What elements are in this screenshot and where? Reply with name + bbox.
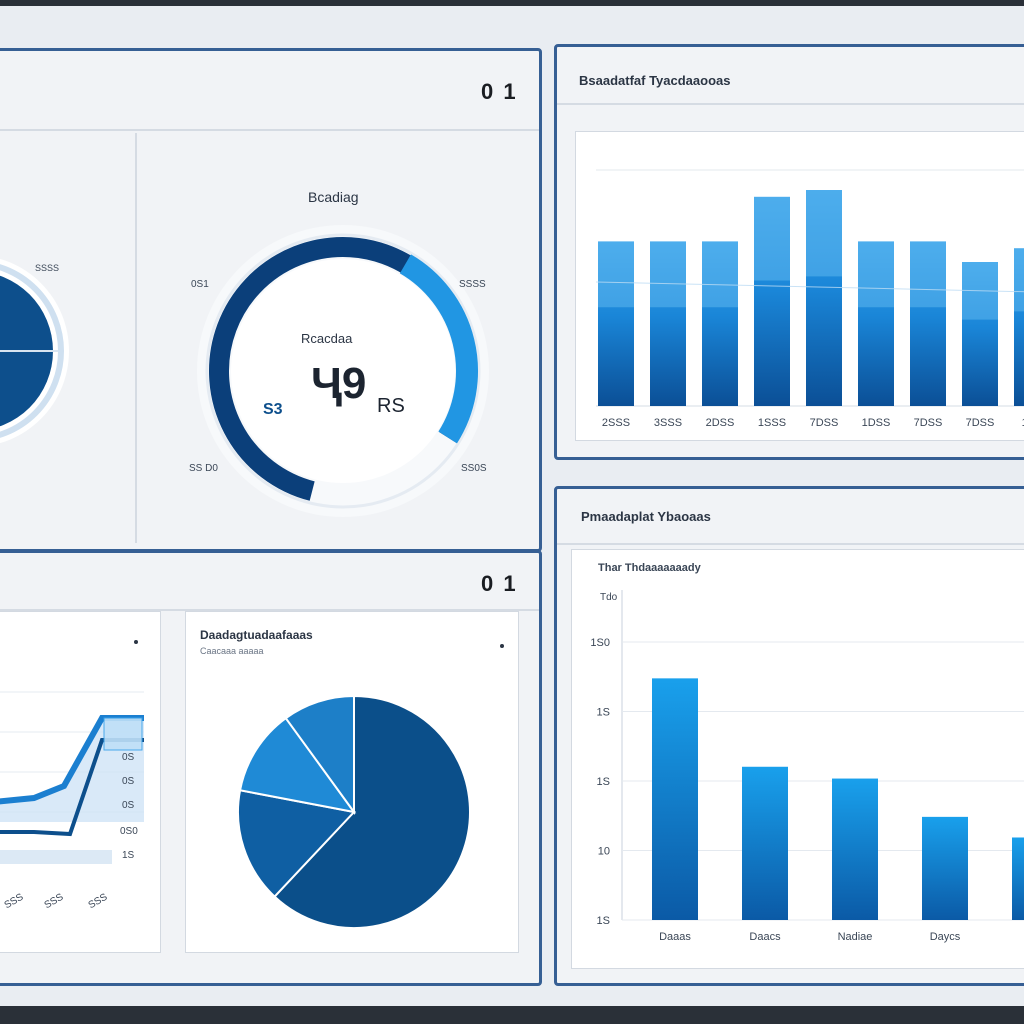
vertical-divider bbox=[135, 133, 137, 543]
x-tick-label: Daycs bbox=[930, 931, 961, 943]
pie-slice bbox=[238, 716, 357, 814]
column-bar bbox=[1012, 837, 1024, 920]
pie-chart-card: Daadagtuadaafaaas Caacaaa aaaaa bbox=[185, 611, 519, 953]
y-tick-label: 1S bbox=[597, 707, 610, 719]
x-tick-label: Daacs bbox=[749, 931, 781, 943]
y-tick-label: 1S bbox=[597, 915, 610, 927]
panel-number: 0 1 bbox=[481, 79, 518, 104]
pie-slice bbox=[284, 694, 355, 816]
gauge-unit: RS bbox=[377, 395, 405, 417]
x-tick-label: 1SSS bbox=[758, 417, 786, 429]
y-tick-label: 10 bbox=[598, 846, 610, 858]
x-tick-label: 1SS bbox=[1022, 417, 1024, 429]
bar-highlight bbox=[650, 241, 686, 308]
chart-title: Thar Thdaaaaaaady bbox=[598, 562, 701, 574]
column-bar bbox=[742, 766, 788, 920]
x-tick-label: 3SSS bbox=[654, 417, 682, 429]
bar-chart-panel: Bsaadatfaf Tyacdaaooas 2SSS 3SSS 2DSS 1SSS 7… bbox=[554, 44, 1024, 460]
gauge-left-value: S3 bbox=[263, 401, 283, 418]
x-tick-label: Nadiae bbox=[838, 931, 873, 943]
gauge-chart bbox=[197, 225, 489, 517]
gauge-label: SS0S bbox=[461, 463, 487, 474]
axis-label: 0S bbox=[122, 752, 135, 763]
axis-label: 0S0 bbox=[120, 826, 138, 837]
panel-header-divider bbox=[557, 103, 1024, 105]
card-menu-dot[interactable] bbox=[500, 644, 504, 648]
panel-number: 0 1 bbox=[481, 571, 518, 596]
analytics-panel: 0 1 0S 0S 0S 0S0 1S SSS SSS SSS Daadagtu… bbox=[0, 550, 542, 986]
x-tick-label: 2SSS bbox=[602, 417, 630, 429]
bar-highlight bbox=[702, 241, 738, 308]
panel-header-divider bbox=[0, 129, 539, 131]
pie-subtitle: Caacaaa aaaaa bbox=[200, 646, 264, 656]
pie-chart bbox=[237, 694, 471, 929]
top-frame-bar bbox=[0, 0, 1024, 6]
line-chart bbox=[0, 640, 144, 864]
x-tick-label: 1DSS bbox=[862, 417, 891, 429]
line-chart-card: 0S 0S 0S 0S0 1S SSS SSS SSS bbox=[0, 611, 161, 953]
x-tick-label: 7DSS bbox=[914, 417, 943, 429]
bar-chart-card: 2SSS 3SSS 2DSS 1SSS 7DSS 1DSS 7DSS 7DSS 1SS bbox=[575, 131, 1024, 441]
bottom-frame-bar bbox=[0, 1006, 1024, 1024]
column-bar bbox=[922, 816, 968, 920]
axis-label: 0S bbox=[122, 776, 135, 787]
axis-label: 0S bbox=[122, 800, 135, 811]
column-chart-panel: Pmaadaplat Ybaoaas Thar Thdaaaaaaady Tdo… bbox=[554, 486, 1024, 986]
x-tick-label: Daaas bbox=[659, 931, 691, 943]
gauge-value: Ҷ9 bbox=[311, 359, 367, 408]
panel-title: Bsaadatfaf Tyacdaaooas bbox=[579, 73, 731, 88]
x-tick-label: 2DSS bbox=[706, 417, 735, 429]
bar bbox=[1014, 248, 1024, 406]
x-tick-label: 7DSS bbox=[966, 417, 995, 429]
gauge-label: SS D0 bbox=[189, 463, 218, 474]
pie-slice bbox=[237, 789, 356, 898]
x-tick-label: 7DSS bbox=[810, 417, 839, 429]
panel-header-divider bbox=[0, 609, 539, 611]
pie-title: Daadagtuadaafaaas bbox=[200, 628, 313, 642]
gauge-label: SSSS bbox=[459, 279, 486, 290]
panel-header-divider bbox=[557, 543, 1024, 545]
column-bar bbox=[652, 678, 698, 920]
pie-slice bbox=[273, 694, 471, 929]
bar-highlight bbox=[806, 190, 842, 277]
bar-highlight bbox=[754, 196, 790, 281]
column-chart: 1S101S1S1S0DaaasDaacsNadiaeDaycsS bbox=[590, 590, 1024, 943]
gauge-title: Bcadiag bbox=[308, 189, 359, 205]
bar-highlight bbox=[598, 241, 634, 308]
bar-highlight bbox=[858, 241, 894, 308]
gauge-panel: 0 1 SSSS Bcadiag 0S1 SSSS SS D0 SS0S Rca… bbox=[0, 48, 542, 552]
gauge-center-label: Rcacdaa bbox=[301, 331, 353, 346]
bar-highlight bbox=[910, 241, 946, 308]
column-bar bbox=[832, 778, 878, 920]
axis-label: 1S bbox=[122, 850, 135, 861]
gauge-label: 0S1 bbox=[191, 279, 209, 290]
column-chart-card: Thar Thdaaaaaaady Tdo 1S 10 1S 1S 1S0 Daaas Da… bbox=[571, 549, 1024, 969]
bar-highlight bbox=[1014, 248, 1024, 312]
partial-donut-chart bbox=[0, 258, 69, 444]
small-label: SSSS bbox=[35, 263, 60, 273]
panel-title: Pmaadaplat Ybaoaas bbox=[581, 509, 711, 524]
bar-chart: 2SSS 3SSS 2DSS 1SSS 7DSS 1DSS 7DSS 7DSS 1SS bbox=[595, 169, 1024, 429]
trend-line bbox=[595, 281, 1024, 293]
y-tick-label: 1S0 bbox=[590, 637, 610, 649]
y-axis-top-label: Tdo bbox=[600, 592, 618, 603]
y-tick-label: 1S bbox=[597, 776, 610, 788]
